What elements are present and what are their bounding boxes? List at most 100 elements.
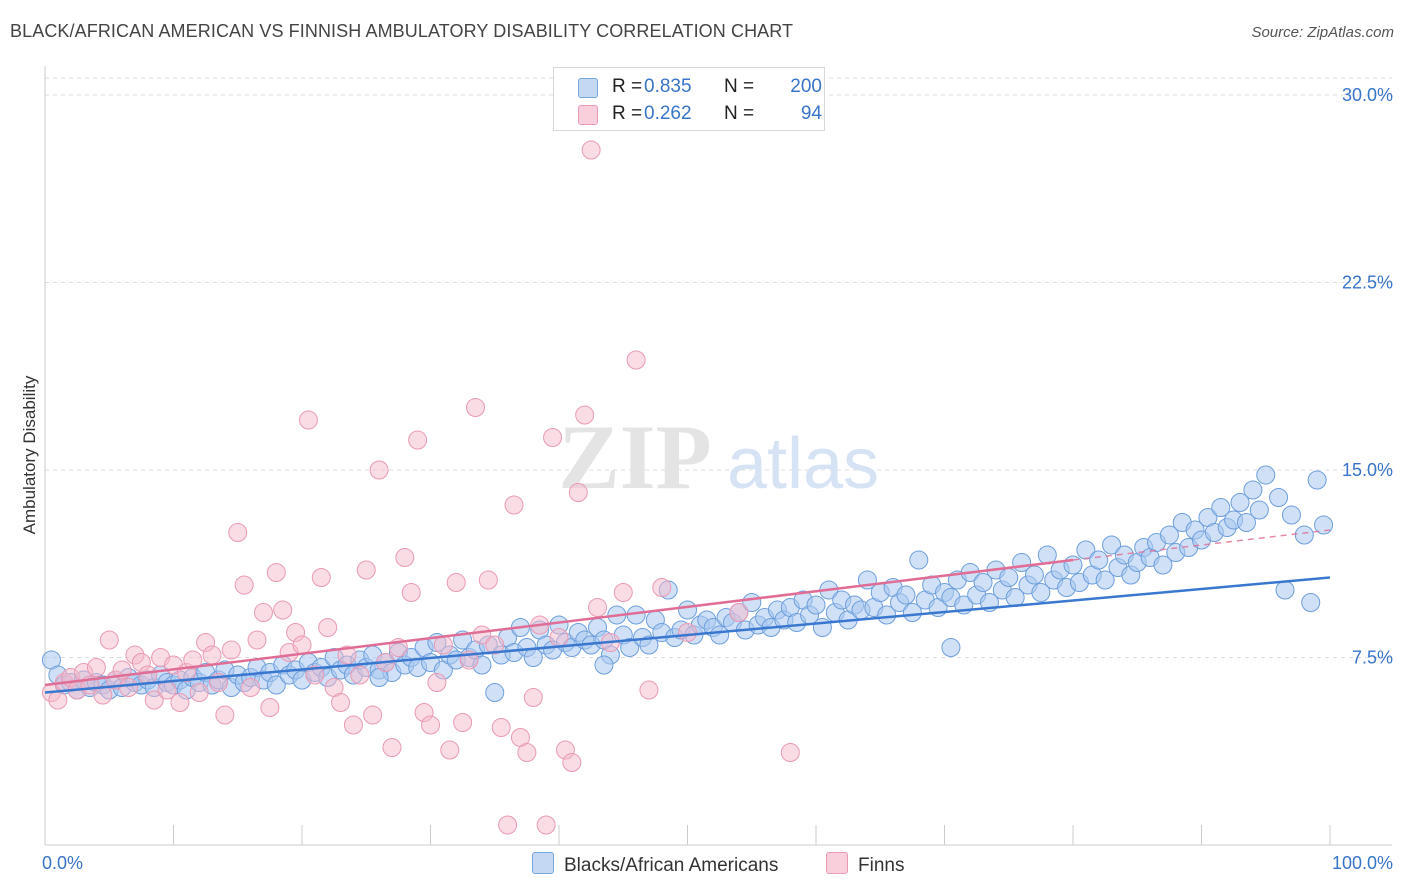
legend-label-finns: Finns [858, 855, 905, 876]
point-finns [498, 815, 518, 835]
point-finns [99, 630, 119, 650]
point-finns [273, 600, 293, 620]
point-finns [337, 645, 357, 665]
point-finns [729, 603, 749, 622]
point-blacks [902, 603, 922, 622]
point-finns [549, 628, 569, 647]
point-blacks [266, 675, 286, 695]
legend-swatch-pink [578, 105, 598, 125]
legend-swatch-blue [578, 78, 598, 98]
point-finns [356, 560, 376, 580]
point-blacks [620, 638, 640, 657]
trend-line-finns [44, 558, 1074, 687]
point-finns [331, 693, 351, 712]
point-blacks [1307, 470, 1327, 490]
legend-top: R = 0.835 N = 200 R = 0.262 N = 94 [553, 67, 825, 131]
y-tick-label: 30.0% [1342, 85, 1393, 105]
point-finns [48, 690, 68, 710]
point-finns [575, 405, 595, 425]
point-finns [144, 690, 164, 710]
point-blacks [594, 655, 614, 675]
watermark: ZIP atlas [558, 406, 879, 508]
point-finns [183, 650, 203, 670]
point-finns [350, 665, 370, 685]
point-blacks [1236, 513, 1256, 532]
point-blacks [1159, 525, 1179, 545]
legend-item-finns: Finns [826, 852, 904, 877]
chart-title: BLACK/AFRICAN AMERICAN VS FINNISH AMBULA… [10, 21, 794, 41]
legend-n-label: N = [724, 103, 755, 124]
point-finns [465, 398, 485, 417]
point-blacks [973, 573, 993, 592]
point-finns [433, 635, 453, 655]
point-blacks [1031, 583, 1051, 602]
point-finns [504, 495, 524, 515]
point-blacks [1102, 535, 1122, 555]
point-blacks [1301, 593, 1321, 612]
point-finns [189, 683, 209, 702]
point-finns [343, 715, 363, 735]
legend-item-blacks: Blacks/African Americans [532, 852, 778, 877]
point-blacks [1095, 570, 1115, 590]
axes [44, 66, 1392, 846]
point-finns [318, 618, 338, 637]
point-finns [241, 678, 261, 697]
point-blacks [1230, 493, 1250, 512]
point-finns [247, 630, 267, 650]
point-finns [119, 678, 139, 697]
point-finns [305, 665, 325, 685]
point-blacks [941, 638, 961, 657]
point-finns [568, 483, 588, 502]
point-finns [478, 570, 498, 590]
point-finns [363, 705, 383, 725]
point-blacks [999, 568, 1019, 587]
x-tick-label-min: 0.0% [42, 853, 83, 873]
point-finns [382, 738, 402, 757]
point-finns [536, 815, 556, 835]
grid-lines [45, 77, 1392, 658]
point-finns [215, 705, 235, 725]
point-blacks [1275, 580, 1295, 600]
point-blacks [1269, 488, 1289, 507]
legend-r-label: R = [612, 103, 643, 124]
point-blacks [1249, 500, 1269, 520]
point-blacks [639, 635, 659, 655]
point-finns [369, 460, 389, 480]
point-blacks [1089, 550, 1109, 570]
point-blacks [485, 683, 505, 702]
point-finns [440, 740, 460, 760]
point-finns [543, 428, 563, 447]
point-finns [395, 548, 415, 567]
point-finns [401, 583, 421, 602]
legend-r-value: 0.835 [644, 76, 692, 97]
trend-line-blacks [44, 576, 1331, 694]
point-finns [170, 693, 190, 712]
legend-r-value: 0.262 [644, 103, 692, 124]
point-finns [202, 645, 222, 665]
trend-lines [44, 529, 1331, 694]
y-tick-label: 7.5% [1352, 648, 1393, 668]
point-finns [311, 568, 331, 587]
point-blacks [1211, 498, 1231, 517]
legend-r-label: R = [612, 76, 643, 97]
legend-n-value: 200 [790, 76, 822, 97]
point-finns [260, 698, 280, 717]
x-tick-label-max: 100.0% [1332, 853, 1393, 873]
point-finns [562, 753, 582, 772]
source-label: Source: ZipAtlas.com [1251, 24, 1394, 41]
point-finns [138, 665, 158, 685]
point-blacks [1294, 525, 1314, 545]
point-finns [446, 573, 466, 592]
point-finns [581, 140, 601, 160]
y-tick-label: 22.5% [1342, 273, 1393, 293]
point-blacks [1024, 565, 1044, 585]
point-blacks [1243, 480, 1263, 500]
point-finns [613, 583, 633, 602]
y-tick-label: 15.0% [1342, 460, 1393, 480]
point-finns [228, 523, 248, 542]
point-finns [298, 410, 318, 430]
y-tick-labels: 7.5% 15.0% 22.5% 30.0% [1342, 85, 1393, 668]
point-finns [234, 575, 254, 595]
point-finns [253, 603, 273, 622]
